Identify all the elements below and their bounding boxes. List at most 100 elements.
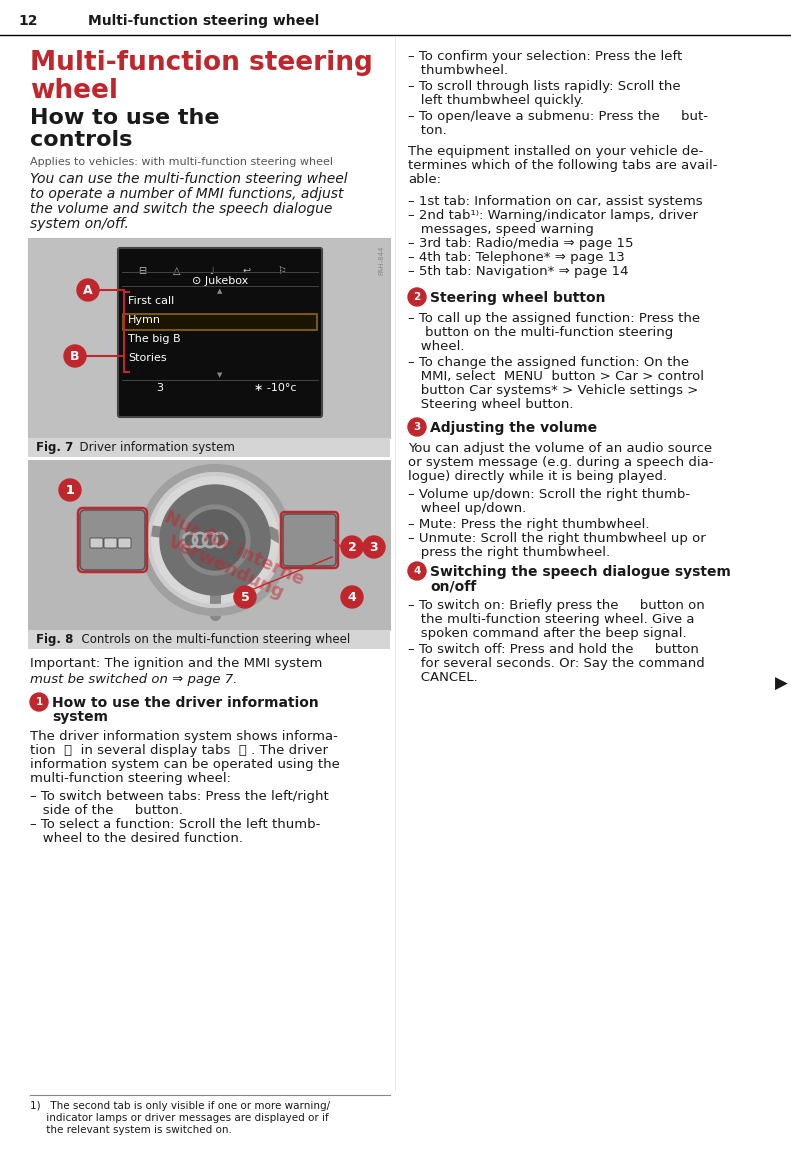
Text: Fig. 7: Fig. 7 — [36, 441, 74, 453]
Text: – Unmute: Scroll the right thumbwheel up or: – Unmute: Scroll the right thumbwheel up… — [408, 532, 706, 546]
Text: 4: 4 — [347, 590, 357, 603]
Text: the volume and switch the speech dialogue: the volume and switch the speech dialogu… — [30, 201, 332, 216]
Circle shape — [341, 586, 363, 608]
Text: button Car systems* > Vehicle settings >: button Car systems* > Vehicle settings > — [408, 384, 698, 397]
Circle shape — [140, 465, 290, 615]
Circle shape — [341, 536, 363, 558]
Text: on/off: on/off — [430, 579, 476, 593]
Text: Fig. 8: Fig. 8 — [36, 633, 74, 646]
Text: press the right thumbwheel.: press the right thumbwheel. — [408, 546, 610, 559]
Text: You can use the multi-function steering wheel: You can use the multi-function steering … — [30, 171, 347, 186]
Text: Steering wheel button: Steering wheel button — [430, 291, 605, 305]
Text: 12: 12 — [18, 14, 37, 28]
Text: – Volume up/down: Scroll the right thumb-: – Volume up/down: Scroll the right thumb… — [408, 488, 690, 501]
Text: Multi-function steering wheel: Multi-function steering wheel — [88, 14, 320, 28]
Text: Multi-function steering: Multi-function steering — [30, 49, 373, 76]
FancyBboxPatch shape — [28, 238, 390, 439]
Text: The big B: The big B — [128, 334, 180, 344]
Text: the multi-function steering wheel. Give a: the multi-function steering wheel. Give … — [408, 613, 694, 626]
Text: ⚐: ⚐ — [278, 266, 286, 276]
Text: spoken command after the beep signal.: spoken command after the beep signal. — [408, 627, 687, 640]
Circle shape — [408, 562, 426, 580]
Text: △: △ — [173, 266, 181, 276]
Text: to operate a number of MMI functions, adjust: to operate a number of MMI functions, ad… — [30, 186, 343, 201]
Text: multi-function steering wheel:: multi-function steering wheel: — [30, 772, 231, 785]
Text: 2: 2 — [414, 292, 421, 302]
Circle shape — [30, 693, 48, 711]
Circle shape — [59, 479, 81, 501]
Text: Adjusting the volume: Adjusting the volume — [430, 421, 597, 435]
Text: termines which of the following tabs are avail-: termines which of the following tabs are… — [408, 159, 717, 171]
Text: – To change the assigned function: On the: – To change the assigned function: On th… — [408, 356, 689, 369]
Text: or system message (e.g. during a speech dia-: or system message (e.g. during a speech … — [408, 456, 713, 468]
FancyBboxPatch shape — [90, 538, 103, 548]
Text: ▲: ▲ — [218, 288, 223, 294]
Text: – To call up the assigned function: Press the: – To call up the assigned function: Pres… — [408, 312, 700, 325]
Text: Applies to vehicles: with multi-function steering wheel: Applies to vehicles: with multi-function… — [30, 157, 333, 167]
Text: – To scroll through lists rapidly: Scroll the: – To scroll through lists rapidly: Scrol… — [408, 81, 680, 93]
Text: wheel up/down.: wheel up/down. — [408, 502, 526, 514]
Text: – 3rd tab: Radio/media ⇒ page 15: – 3rd tab: Radio/media ⇒ page 15 — [408, 237, 634, 250]
Text: – To open/leave a submenu: Press the     but-: – To open/leave a submenu: Press the but… — [408, 110, 708, 123]
Text: Driver information system: Driver information system — [72, 441, 235, 453]
Circle shape — [363, 536, 385, 558]
Text: ⊙ Jukebox: ⊙ Jukebox — [192, 276, 248, 285]
Text: – To select a function: Scroll the left thumb-: – To select a function: Scroll the left … — [30, 818, 320, 831]
Circle shape — [234, 586, 256, 608]
FancyBboxPatch shape — [28, 630, 390, 649]
Text: Steering wheel button.: Steering wheel button. — [408, 398, 573, 411]
Text: 1: 1 — [66, 483, 74, 496]
Text: – To switch on: Briefly press the     button on: – To switch on: Briefly press the button… — [408, 599, 705, 612]
Text: ⊟: ⊟ — [138, 266, 146, 276]
Text: The driver information system shows informa-: The driver information system shows info… — [30, 730, 338, 744]
Text: able:: able: — [408, 173, 441, 186]
Text: wheel.: wheel. — [408, 340, 464, 353]
Text: How to use the driver information: How to use the driver information — [52, 696, 319, 710]
Text: B: B — [70, 350, 80, 363]
Text: Hymn: Hymn — [128, 315, 161, 325]
Text: ♩: ♩ — [210, 266, 214, 276]
Circle shape — [160, 485, 270, 595]
FancyBboxPatch shape — [104, 538, 117, 548]
Circle shape — [408, 288, 426, 306]
Text: system: system — [52, 710, 108, 724]
Text: First call: First call — [128, 296, 174, 306]
Text: The equipment installed on your vehicle de-: The equipment installed on your vehicle … — [408, 145, 703, 158]
Text: controls: controls — [30, 130, 132, 150]
Text: 4: 4 — [414, 566, 421, 576]
Text: ↩: ↩ — [243, 266, 251, 276]
Text: left thumbwheel quickly.: left thumbwheel quickly. — [408, 94, 584, 107]
Text: – 2nd tab¹⁾: Warning/indicator lamps, driver: – 2nd tab¹⁾: Warning/indicator lamps, dr… — [408, 209, 698, 222]
Text: for several seconds. Or: Say the command: for several seconds. Or: Say the command — [408, 657, 705, 670]
Text: Controls on the multi-function steering wheel: Controls on the multi-function steering … — [74, 633, 350, 646]
Text: 3: 3 — [369, 541, 378, 554]
Text: must be switched on ⇒ page 7.: must be switched on ⇒ page 7. — [30, 673, 237, 686]
Text: CANCEL.: CANCEL. — [408, 671, 478, 684]
FancyBboxPatch shape — [118, 538, 131, 548]
Text: 1: 1 — [66, 483, 74, 496]
Text: – Mute: Press the right thumbwheel.: – Mute: Press the right thumbwheel. — [408, 518, 649, 531]
Text: 1: 1 — [36, 698, 43, 707]
Text: – To switch between tabs: Press the left/right: – To switch between tabs: Press the left… — [30, 790, 329, 803]
Text: wheel: wheel — [30, 78, 118, 104]
Text: 5: 5 — [240, 590, 249, 603]
Text: – To switch off: Press and hold the     button: – To switch off: Press and hold the butt… — [408, 643, 699, 656]
Text: information system can be operated using the: information system can be operated using… — [30, 759, 340, 771]
Text: indicator lamps or driver messages are displayed or if: indicator lamps or driver messages are d… — [30, 1113, 329, 1123]
Text: 3: 3 — [157, 383, 164, 392]
Text: 3: 3 — [414, 422, 421, 432]
FancyBboxPatch shape — [123, 314, 317, 330]
Text: 2: 2 — [347, 541, 357, 554]
Text: Nur für interne
Verwendung: Nur für interne Verwendung — [153, 509, 307, 608]
Text: 1)   The second tab is only visible if one or more warning/: 1) The second tab is only visible if one… — [30, 1102, 330, 1111]
Text: Important: The ignition and the MMI system: Important: The ignition and the MMI syst… — [30, 657, 323, 670]
Circle shape — [408, 418, 426, 436]
FancyBboxPatch shape — [28, 460, 390, 630]
Circle shape — [64, 345, 86, 367]
Text: ton.: ton. — [408, 124, 447, 137]
Circle shape — [77, 279, 99, 302]
FancyBboxPatch shape — [118, 247, 322, 417]
Text: Switching the speech dialogue system: Switching the speech dialogue system — [430, 565, 731, 579]
Text: A: A — [83, 283, 93, 297]
Text: ▶: ▶ — [775, 674, 788, 693]
